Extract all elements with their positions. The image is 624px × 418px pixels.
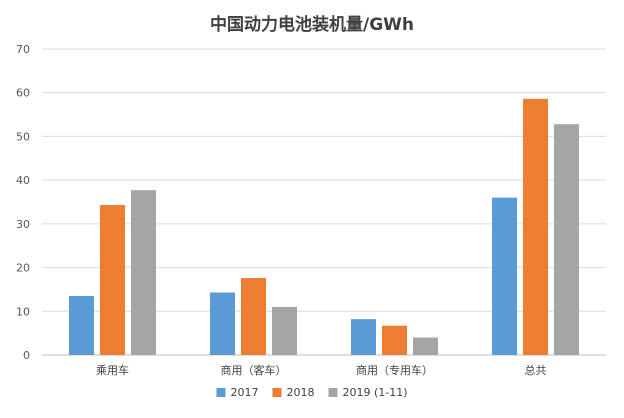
category-label: 乘用车 (96, 363, 129, 377)
y-tick-label: 20 (16, 262, 30, 275)
grid-lines (42, 48, 606, 356)
bar-2-1 (100, 205, 125, 355)
y-tick-label: 0 (23, 349, 30, 362)
legend-label-2: 2018 (286, 386, 314, 399)
category-label: 商用（客车） (221, 363, 287, 377)
bar-3-1 (131, 190, 156, 355)
bar-1-4 (492, 197, 517, 355)
y-tick-label: 70 (16, 43, 30, 56)
bar-1-3 (351, 319, 376, 355)
y-tick-label: 30 (16, 218, 30, 231)
bar-3-3 (413, 337, 438, 355)
category-label: 商用（专用车） (356, 363, 433, 377)
legend-swatch-2 (272, 388, 282, 397)
legend-label-3: 2019 (1-11) (342, 386, 407, 399)
bar-1-2 (210, 292, 235, 355)
y-tick-label: 40 (16, 174, 30, 187)
category-label: 总共 (525, 363, 547, 377)
bar-1-1 (69, 295, 94, 355)
bars (69, 98, 579, 355)
legend-swatch-3 (328, 388, 338, 397)
legend-label-1: 2017 (230, 386, 258, 399)
legend-swatch-1 (216, 388, 226, 397)
y-tick-label: 60 (16, 87, 30, 100)
legend: 2017 2018 2019 (1-11) (216, 386, 408, 399)
bar-2-3 (382, 325, 407, 355)
chart-title: 中国动力电池装机量/GWh (210, 14, 414, 35)
category-labels: 乘用车 商用（客车） 商用（专用车） 总共 (96, 363, 547, 377)
bar-2-2 (241, 278, 266, 355)
y-tick-label: 10 (16, 305, 30, 318)
y-tick-label: 50 (16, 130, 30, 143)
bar-3-2 (272, 306, 297, 355)
bar-3-4 (554, 124, 579, 355)
bar-2-4 (523, 98, 548, 355)
y-axis-ticks: 0 10 20 30 40 50 60 70 (16, 43, 30, 362)
